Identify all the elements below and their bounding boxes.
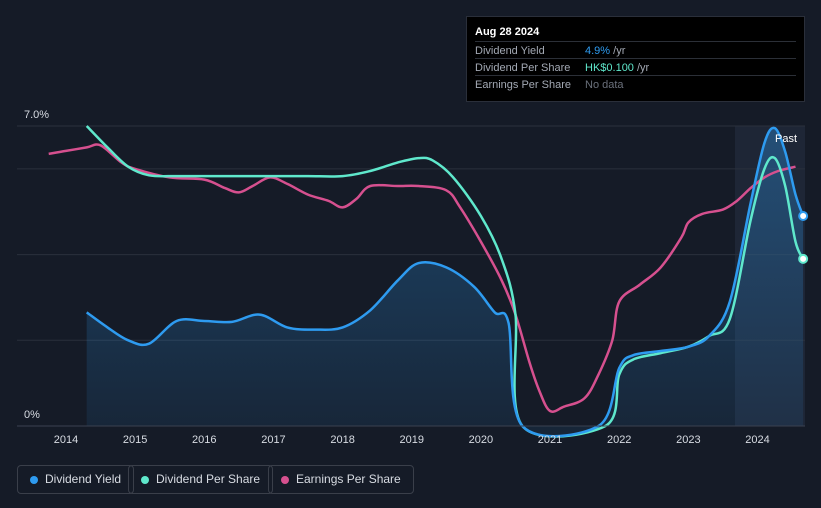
series-line-dividend-yield (85, 126, 805, 438)
tooltip-label: Earnings Per Share (475, 79, 571, 91)
tooltip-value: No data (585, 79, 624, 91)
x-axis-ticks: 2014 2015 2016 2017 2018 2019 2020 2021 2022 2023… (54, 434, 770, 446)
series-end-marker (798, 253, 809, 264)
tooltip-row-dividend-per-share: Dividend Per Share HK$0.100 /yr (475, 58, 796, 76)
x-tick-label: 2019 (400, 434, 424, 446)
y-tick-bottom: 0% (24, 409, 40, 421)
x-tick-label: 2024 (745, 434, 769, 446)
legend-dot-icon (281, 476, 289, 484)
x-tick-label: 2020 (469, 434, 493, 446)
legend-earnings-per-share[interactable]: Earnings Per Share (268, 465, 414, 494)
x-tick-label: 2017 (261, 434, 285, 446)
dividend-yield-area (86, 127, 804, 437)
dividend-per-share-value: HK$0.100 (585, 62, 634, 74)
unit-text: /yr (633, 62, 650, 74)
tooltip-value: 4.9% /yr (585, 45, 625, 57)
tooltip-panel: Aug 28 2024 Dividend Yield 4.9% /yr Divi… (466, 16, 805, 102)
legend-dot-icon (141, 476, 149, 484)
tooltip-value: HK$0.100 /yr (585, 62, 649, 74)
x-tick-label: 2015 (123, 434, 147, 446)
earnings-per-share-value: No data (585, 79, 624, 91)
x-tick-label: 2021 (538, 434, 562, 446)
x-tick-label: 2018 (330, 434, 354, 446)
series-line-dividend-per-share (85, 125, 805, 438)
x-tick-label: 2014 (54, 434, 78, 446)
tooltip-label: Dividend Yield (475, 45, 545, 57)
tooltip-row-dividend-yield: Dividend Yield 4.9% /yr (475, 41, 796, 59)
x-tick-label: 2022 (607, 434, 631, 446)
legend-label: Dividend Yield (45, 472, 122, 486)
legend-dividend-per-share[interactable]: Dividend Per Share (128, 465, 274, 494)
series-line-earnings-per-share (48, 143, 796, 413)
tooltip-label: Dividend Per Share (475, 62, 571, 74)
legend-label: Earnings Per Share (296, 472, 401, 486)
legend-dividend-yield[interactable]: Dividend Yield (17, 465, 135, 494)
series-end-marker (798, 211, 809, 221)
tooltip-row-earnings-per-share: Earnings Per Share No data (475, 75, 796, 93)
end-markers (798, 211, 809, 264)
x-tick-label: 2016 (192, 434, 216, 446)
dividend-yield-value: 4.9% (585, 45, 611, 57)
legend-label: Dividend Per Share (156, 472, 261, 486)
series-lines (48, 125, 805, 438)
legend-dot-icon (30, 476, 38, 484)
x-tick-label: 2023 (676, 434, 700, 446)
unit-text: /yr (610, 45, 626, 57)
y-tick-top: 7.0% (24, 109, 49, 121)
past-label: Past (775, 133, 797, 145)
tooltip-date: Aug 28 2024 (475, 26, 540, 38)
